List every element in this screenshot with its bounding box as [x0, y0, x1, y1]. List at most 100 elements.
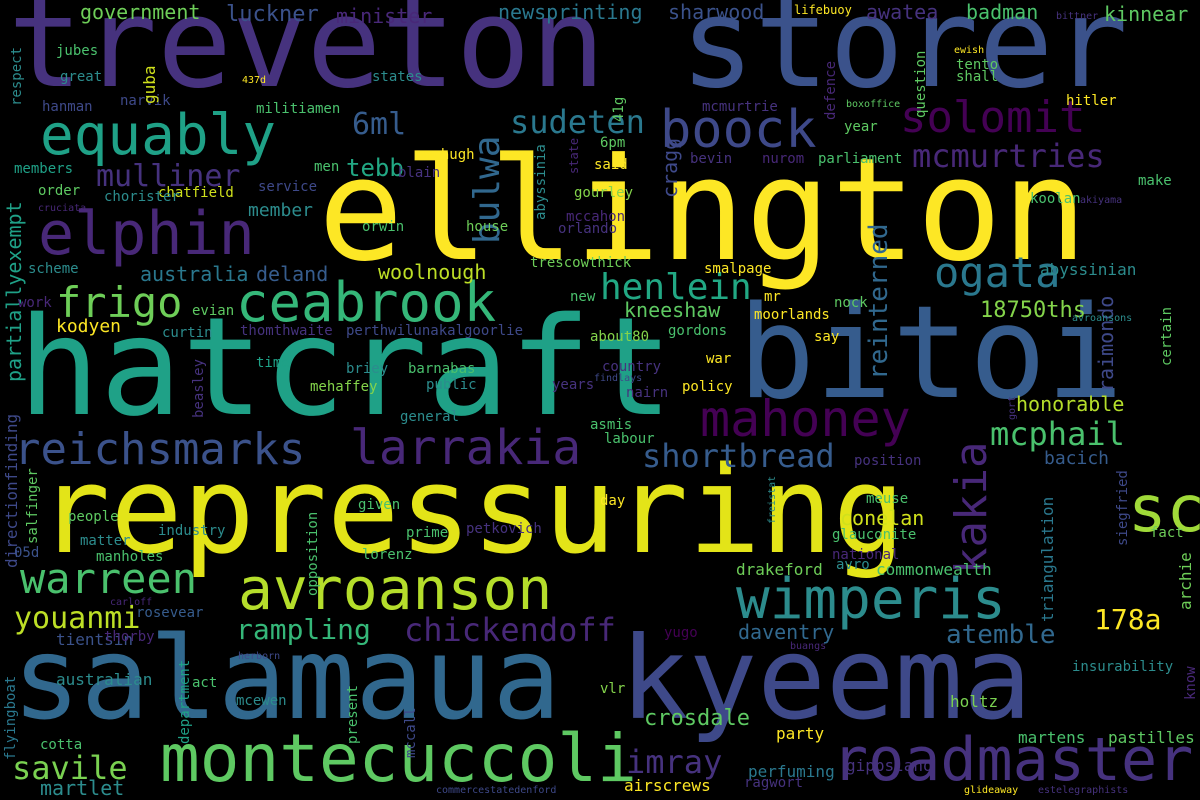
word: day	[600, 493, 626, 509]
word: conelan	[840, 506, 925, 530]
word: defence	[823, 60, 839, 120]
word: member	[248, 200, 314, 221]
word: fact	[1150, 525, 1184, 541]
word: kodyen	[56, 316, 122, 337]
word: solomit	[900, 92, 1086, 143]
word: yugo	[664, 625, 698, 641]
word: minister	[336, 4, 433, 28]
word: australia	[140, 262, 249, 286]
word: 6ml	[352, 107, 407, 142]
word: work	[18, 295, 52, 311]
word: public	[426, 377, 477, 393]
word: perfuming	[748, 762, 835, 781]
word: mccall	[403, 707, 419, 758]
word: scholfield	[1128, 473, 1200, 547]
word: frigo	[56, 278, 183, 327]
word: flyingboat	[3, 675, 19, 760]
word: narvik	[120, 93, 171, 109]
word: shall	[956, 69, 999, 85]
word: kyeema	[620, 612, 1032, 745]
word: mehaffey	[310, 379, 378, 395]
word: abyssinian	[1040, 260, 1137, 279]
word: matter	[80, 533, 131, 549]
word: state	[567, 137, 581, 174]
word: vlr	[600, 681, 626, 697]
word: insurability	[1072, 659, 1174, 675]
word: estelegraphists	[1038, 785, 1129, 796]
word: tebb	[346, 154, 404, 182]
word: barnabas	[408, 361, 476, 377]
word: woolnough	[378, 260, 487, 284]
word: thorby	[104, 629, 155, 645]
word: reichsmarks	[14, 424, 306, 475]
word: mulliner	[96, 159, 241, 194]
word: lifebuoy	[794, 3, 852, 17]
word: wimperis	[736, 567, 1006, 632]
word: 18750ths	[980, 298, 1086, 323]
word: kneeshaw	[624, 298, 721, 322]
word: larrakia	[350, 420, 582, 476]
word: repressuring	[38, 442, 905, 581]
word: partiallyexempt	[2, 201, 26, 382]
word: akiyama	[1080, 195, 1123, 206]
word: mccahon	[566, 209, 626, 225]
word: luckner	[226, 2, 319, 27]
word: beasley	[191, 358, 207, 418]
word: youanmi	[14, 601, 141, 636]
word: question	[913, 50, 929, 118]
word: years	[552, 377, 595, 393]
word: ellington	[318, 128, 1088, 293]
word: koolan	[1030, 191, 1081, 207]
word: curtin	[162, 325, 213, 341]
word: men	[314, 159, 340, 175]
word: evian	[192, 303, 235, 319]
word: savile	[12, 749, 128, 787]
word: 437d	[242, 75, 267, 86]
word: rosevear	[136, 605, 204, 621]
word: cragg	[658, 137, 682, 198]
word: treveton	[8, 0, 606, 116]
word: herborn	[238, 651, 281, 662]
word: avro	[836, 557, 870, 573]
word: gordons	[668, 323, 728, 339]
word: kinnear	[1104, 2, 1189, 26]
word: trescowthick	[530, 255, 632, 271]
word: sharwood	[668, 0, 765, 24]
word: pastilles	[1108, 728, 1195, 747]
word: gort	[1007, 395, 1018, 420]
word: about80	[590, 329, 650, 345]
word: general	[400, 409, 460, 425]
word: siegfried	[1115, 470, 1131, 546]
word: 41g	[611, 96, 627, 122]
word: montecuccoli	[160, 720, 637, 797]
word: petkovich	[466, 521, 542, 537]
word: present	[345, 684, 361, 744]
word: mr	[764, 289, 781, 305]
word: war	[706, 351, 732, 367]
word: make	[1138, 173, 1172, 189]
word: know	[1183, 666, 1199, 700]
word: year	[844, 119, 878, 135]
word: salfinger	[25, 468, 41, 544]
word: department	[177, 659, 193, 744]
word: cruciata	[38, 203, 87, 214]
word: time	[256, 355, 290, 371]
word: nairn	[626, 385, 669, 401]
word: crosdale	[644, 706, 750, 731]
word: commonwealth	[876, 560, 992, 579]
word: new	[570, 289, 596, 305]
word: blain	[398, 165, 441, 181]
word: asmis	[590, 417, 633, 433]
word: roadmaster	[832, 725, 1194, 795]
word: 178a	[1094, 603, 1162, 636]
word: great	[60, 69, 103, 85]
word: boock	[660, 100, 817, 160]
word: australian	[56, 670, 153, 689]
word: bevin	[690, 151, 733, 167]
word: manholes	[96, 549, 164, 565]
word: imray	[626, 743, 723, 781]
word: opposition	[305, 511, 321, 596]
word: service	[258, 179, 318, 195]
word: meuse	[866, 491, 909, 507]
